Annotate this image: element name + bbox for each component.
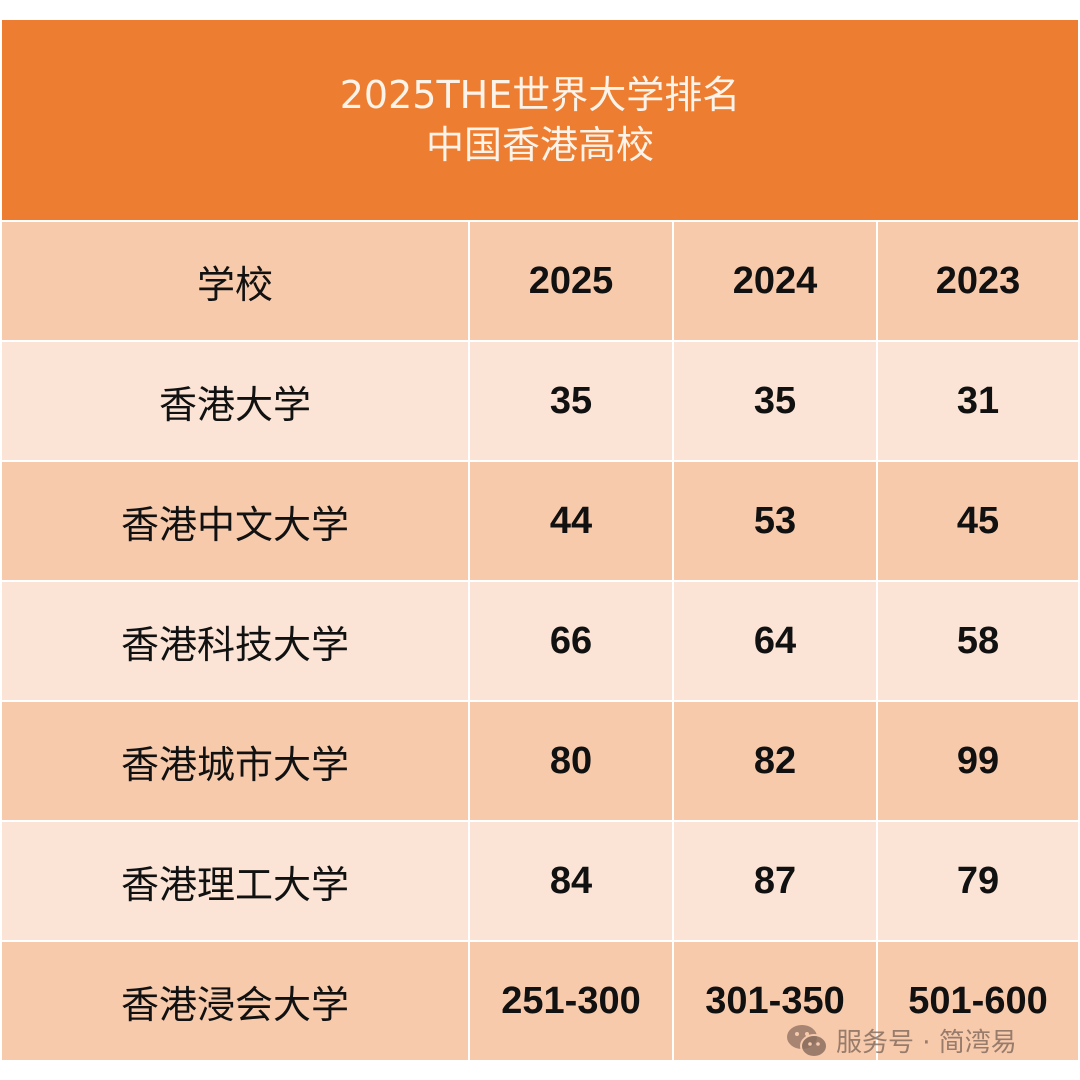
title-line-2: 中国香港高校 <box>425 123 654 167</box>
rank-2024: 35 <box>674 342 876 460</box>
rank-2024: 53 <box>674 462 876 580</box>
table-row: 香港浸会大学 251-300 301-350 501-600 <box>2 942 1078 1060</box>
watermark: 服务号 · 简湾易 <box>786 1022 1017 1059</box>
header-2025: 2025 <box>470 222 672 340</box>
table-header-row: 学校 2025 2024 2023 <box>2 222 1078 340</box>
rank-2023: 501-600 <box>878 942 1078 1060</box>
table-row: 香港中文大学 44 53 45 <box>2 462 1078 580</box>
rank-2023: 58 <box>878 582 1078 700</box>
school-name: 香港城市大学 <box>2 702 468 820</box>
school-name: 香港浸会大学 <box>2 942 468 1060</box>
rank-2025: 35 <box>470 342 672 460</box>
header-school: 学校 <box>2 222 468 340</box>
table-row: 香港大学 35 35 31 <box>2 342 1078 460</box>
rank-2024: 82 <box>674 702 876 820</box>
rank-2025: 44 <box>470 462 672 580</box>
table-row: 香港城市大学 80 82 99 <box>2 702 1078 820</box>
school-name: 香港科技大学 <box>2 582 468 700</box>
school-name: 香港理工大学 <box>2 822 468 940</box>
rank-2023: 45 <box>878 462 1078 580</box>
rank-2025: 251-300 <box>470 942 672 1060</box>
wechat-icon <box>786 1023 828 1059</box>
rank-2024: 301-350 <box>674 942 876 1060</box>
table-row: 香港科技大学 66 64 58 <box>2 582 1078 700</box>
header-2024: 2024 <box>674 222 876 340</box>
table-title: 2025THE世界大学排名 中国香港高校 <box>2 20 1078 220</box>
rank-2025: 80 <box>470 702 672 820</box>
rank-2023: 31 <box>878 342 1078 460</box>
rank-2023: 79 <box>878 822 1078 940</box>
title-line-1: 2025THE世界大学排名 <box>339 73 741 117</box>
school-name: 香港中文大学 <box>2 462 468 580</box>
header-2023: 2023 <box>878 222 1078 340</box>
rank-2024: 64 <box>674 582 876 700</box>
ranking-table: 学校 2025 2024 2023 香港大学 35 35 31 香港中文大学 4… <box>2 222 1078 1062</box>
rank-2023: 99 <box>878 702 1078 820</box>
rank-2024: 87 <box>674 822 876 940</box>
rank-2025: 84 <box>470 822 672 940</box>
table-row: 香港理工大学 84 87 79 <box>2 822 1078 940</box>
school-name: 香港大学 <box>2 342 468 460</box>
watermark-text: 服务号 · 简湾易 <box>836 1028 1017 1058</box>
rank-2025: 66 <box>470 582 672 700</box>
